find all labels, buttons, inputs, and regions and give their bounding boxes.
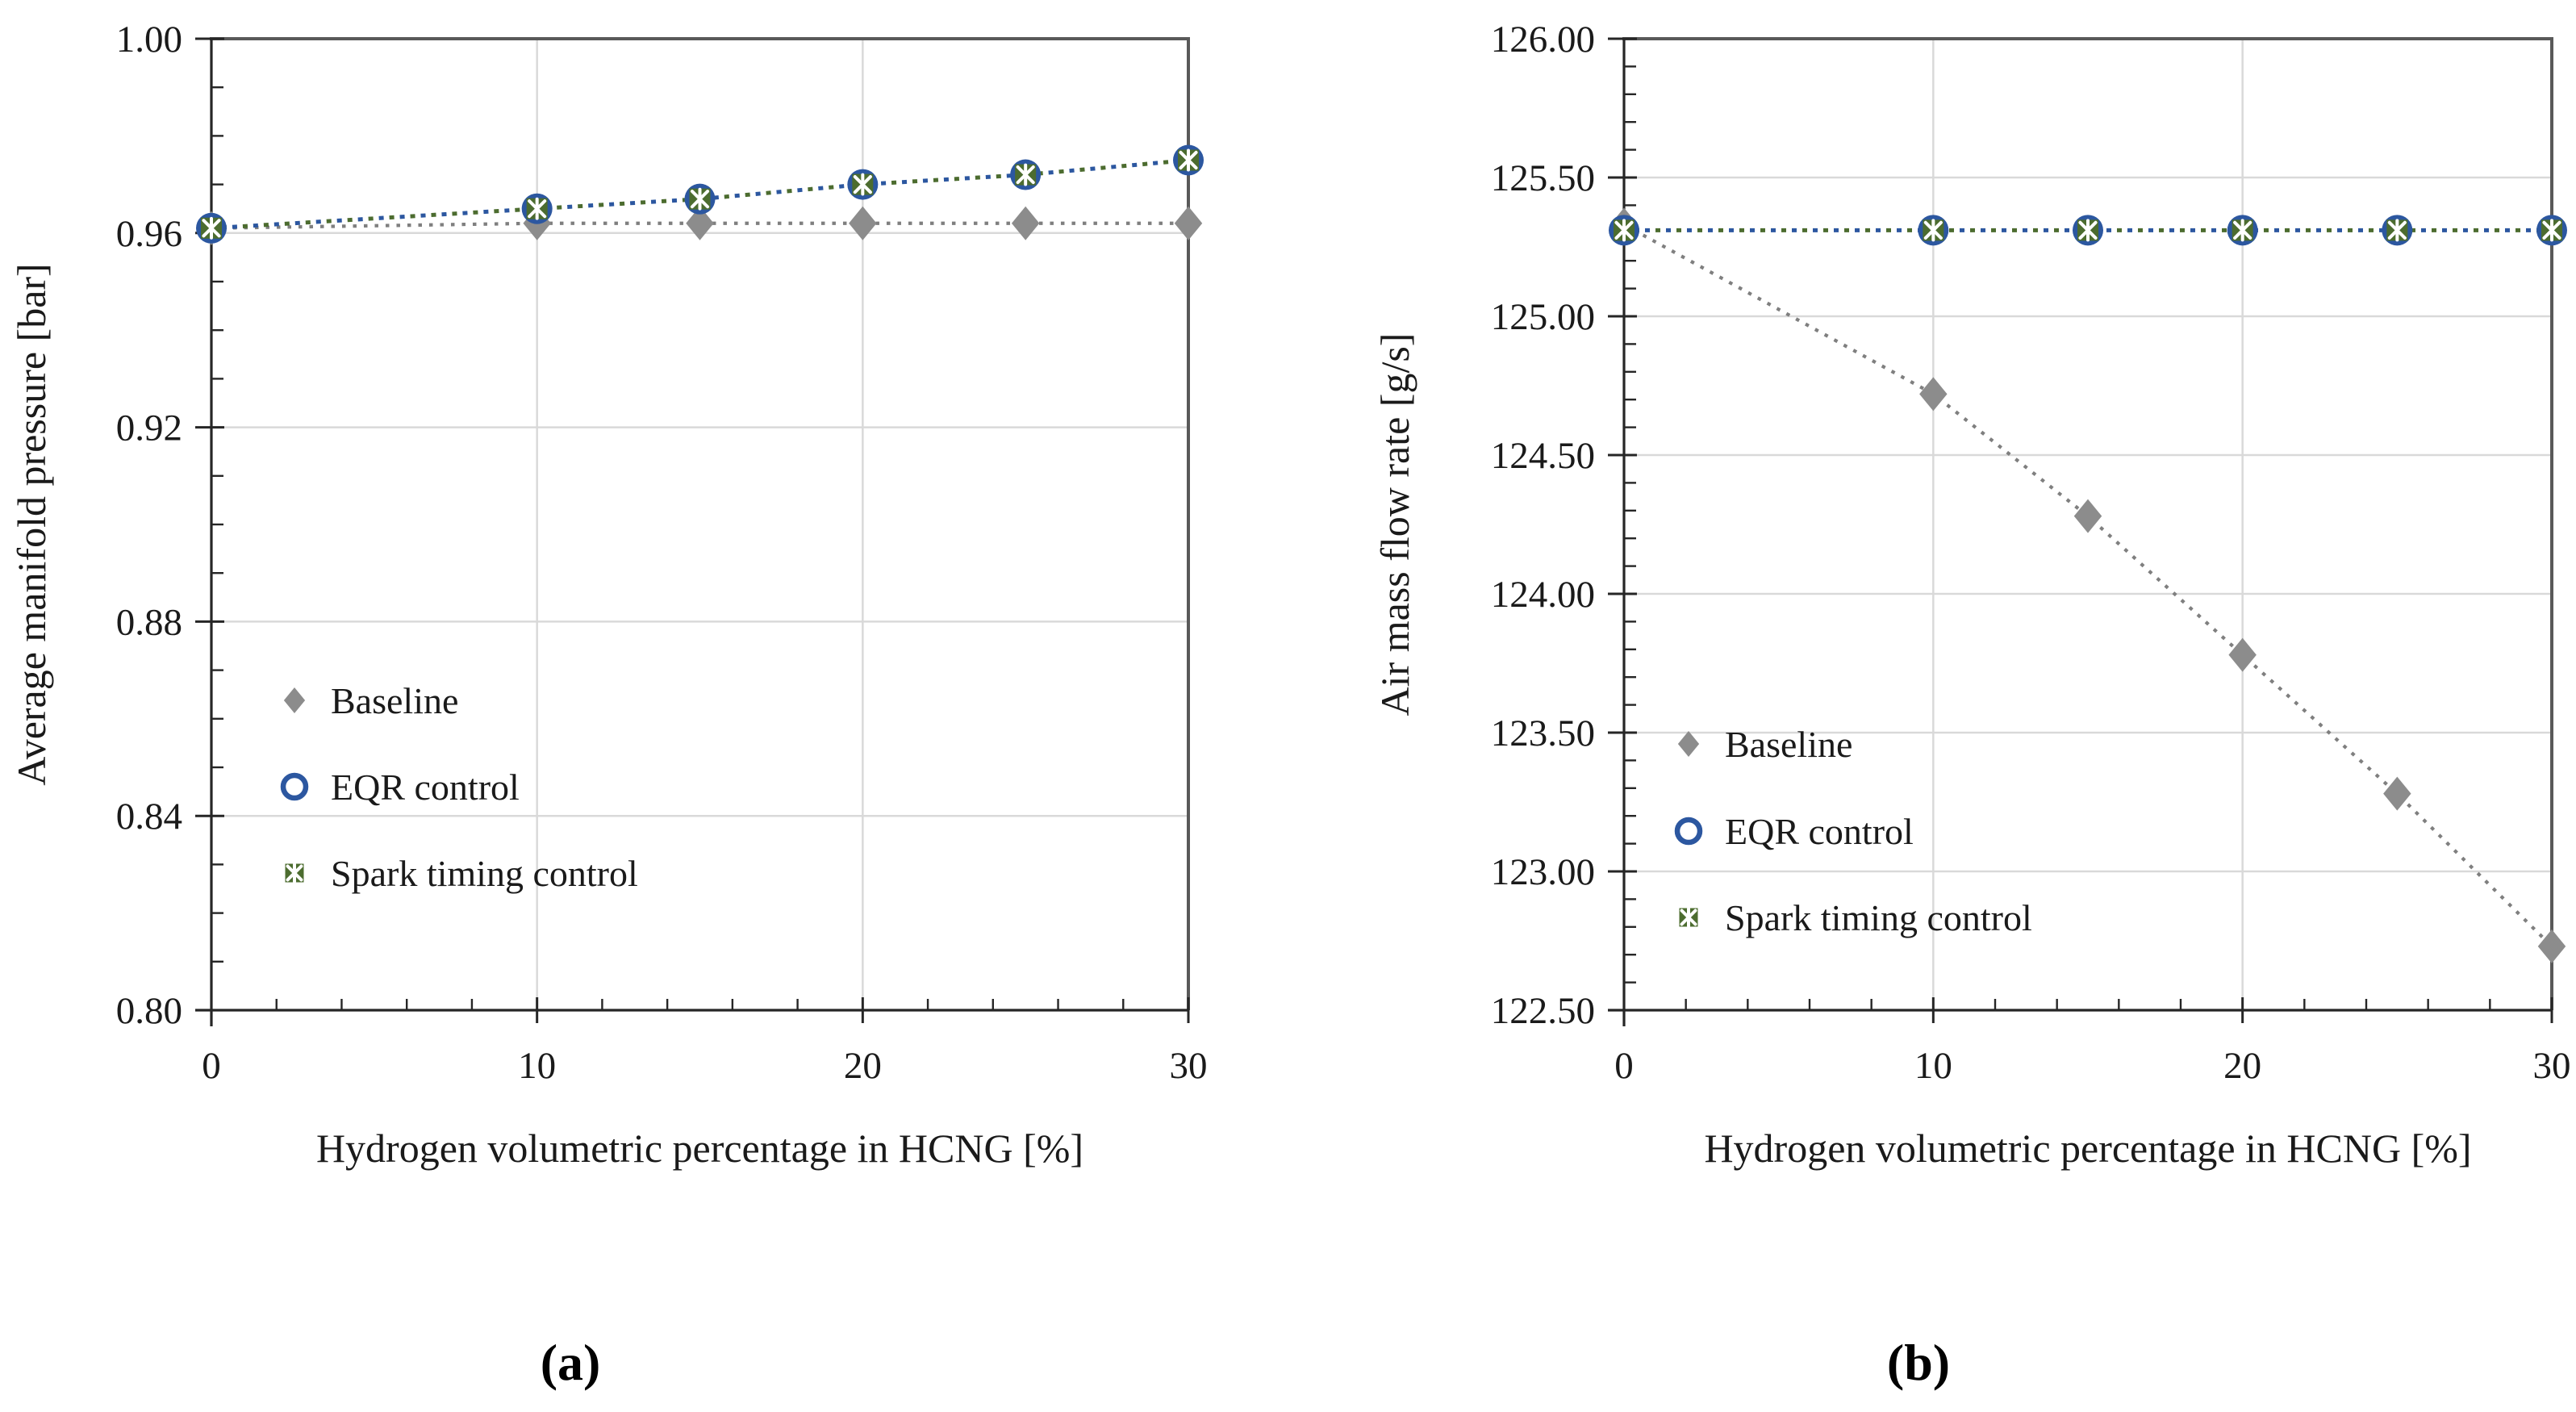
legend-label: Baseline xyxy=(331,680,458,721)
y-tick-label: 124.50 xyxy=(1491,435,1595,477)
chart-b: 126.00 125.50 125.00 124.50 124.00 123.50 123.… xyxy=(1372,19,2571,1171)
x-tick-label: 20 xyxy=(844,1045,882,1087)
y-tick-label: 125.00 xyxy=(1491,296,1595,338)
baseline-marker xyxy=(1174,206,1203,240)
baseline-marker xyxy=(2073,499,2102,533)
x-tick-label: 30 xyxy=(1170,1045,1208,1087)
y-axis-title: Air mass flow rate [g/s] xyxy=(1372,333,1417,716)
plot-border xyxy=(1622,37,2553,1010)
baseline-marker xyxy=(686,206,714,240)
y-tick-label: 0.88 xyxy=(116,601,182,643)
x-tick-label: 20 xyxy=(2223,1045,2261,1087)
legend-diamond-icon xyxy=(283,687,306,713)
legend-item: EQR control xyxy=(1674,811,1914,852)
baseline-line xyxy=(211,221,1188,230)
legend-label: EQR control xyxy=(331,767,520,808)
x-tick-label: 0 xyxy=(1614,1045,1634,1087)
y-tick-label: 0.80 xyxy=(116,990,182,1032)
y-tick-label: 123.50 xyxy=(1491,712,1595,754)
legend-item: Baseline xyxy=(283,680,458,721)
legend-label: EQR control xyxy=(1725,811,1914,852)
y-tick-label: 125.50 xyxy=(1491,157,1595,199)
y-tick-label: 126.00 xyxy=(1491,19,1595,61)
legend-item: EQR control xyxy=(280,767,520,808)
legend-label: Baseline xyxy=(1725,724,1852,765)
x-axis-title: Hydrogen volumetric percentage in HCNG [… xyxy=(1704,1126,2471,1171)
legend-circle-icon xyxy=(280,772,309,801)
gridlines xyxy=(1624,39,2552,1010)
axes xyxy=(195,37,1190,1026)
baseline-marker xyxy=(2383,776,2411,811)
tick-labels: 126.00 125.50 125.00 124.50 124.00 123.50 123.… xyxy=(1491,19,2571,1087)
legend: Baseline EQR control Spark timing control xyxy=(280,680,638,894)
baseline-marker xyxy=(2537,929,2566,963)
y-tick-label: 124.00 xyxy=(1491,574,1595,616)
axes xyxy=(1608,37,2553,1026)
legend: Baseline EQR control Spark timing control xyxy=(1674,724,2032,938)
baseline-marker xyxy=(2228,637,2257,672)
x-tick-label: 10 xyxy=(1914,1045,1952,1087)
y-tick-label: 1.00 xyxy=(116,19,182,61)
x-tick-label: 30 xyxy=(2533,1045,2571,1087)
series-markers xyxy=(196,144,1204,245)
legend-label: Spark timing control xyxy=(1725,897,2032,938)
eqr-line xyxy=(211,158,1189,231)
chart-a: 1.00 0.96 0.92 0.88 0.84 0.80 0 10 20 30 Hydrogen … xyxy=(9,19,1208,1171)
baseline-marker xyxy=(849,206,877,240)
tick-labels: 1.00 0.96 0.92 0.88 0.84 0.80 0 10 20 30 xyxy=(116,19,1208,1087)
x-tick-label: 0 xyxy=(202,1045,221,1087)
legend-item: Baseline xyxy=(1677,724,1852,765)
legend-diamond-icon xyxy=(1677,731,1700,757)
y-tick-label: 122.50 xyxy=(1491,990,1595,1032)
y-axis-title: Average manifold pressure [bar] xyxy=(9,263,54,785)
y-tick-label: 0.84 xyxy=(116,796,182,838)
y-tick-label: 123.00 xyxy=(1491,851,1595,893)
caption-b: (b) xyxy=(1886,1334,1951,1391)
baseline-marker xyxy=(1011,206,1040,240)
plot-border xyxy=(210,37,1190,1010)
legend-item: Spark timing control xyxy=(285,853,638,894)
caption-a: (a) xyxy=(540,1334,601,1391)
y-tick-label: 0.92 xyxy=(116,407,182,449)
legend-item: Spark timing control xyxy=(1679,897,2032,938)
legend-label: Spark timing control xyxy=(331,853,638,894)
legend-circle-icon xyxy=(1674,817,1703,846)
y-tick-label: 0.96 xyxy=(116,213,182,255)
baseline-marker xyxy=(1919,377,1948,411)
x-axis-title: Hydrogen volumetric percentage in HCNG [… xyxy=(316,1126,1083,1171)
x-tick-label: 10 xyxy=(518,1045,556,1087)
